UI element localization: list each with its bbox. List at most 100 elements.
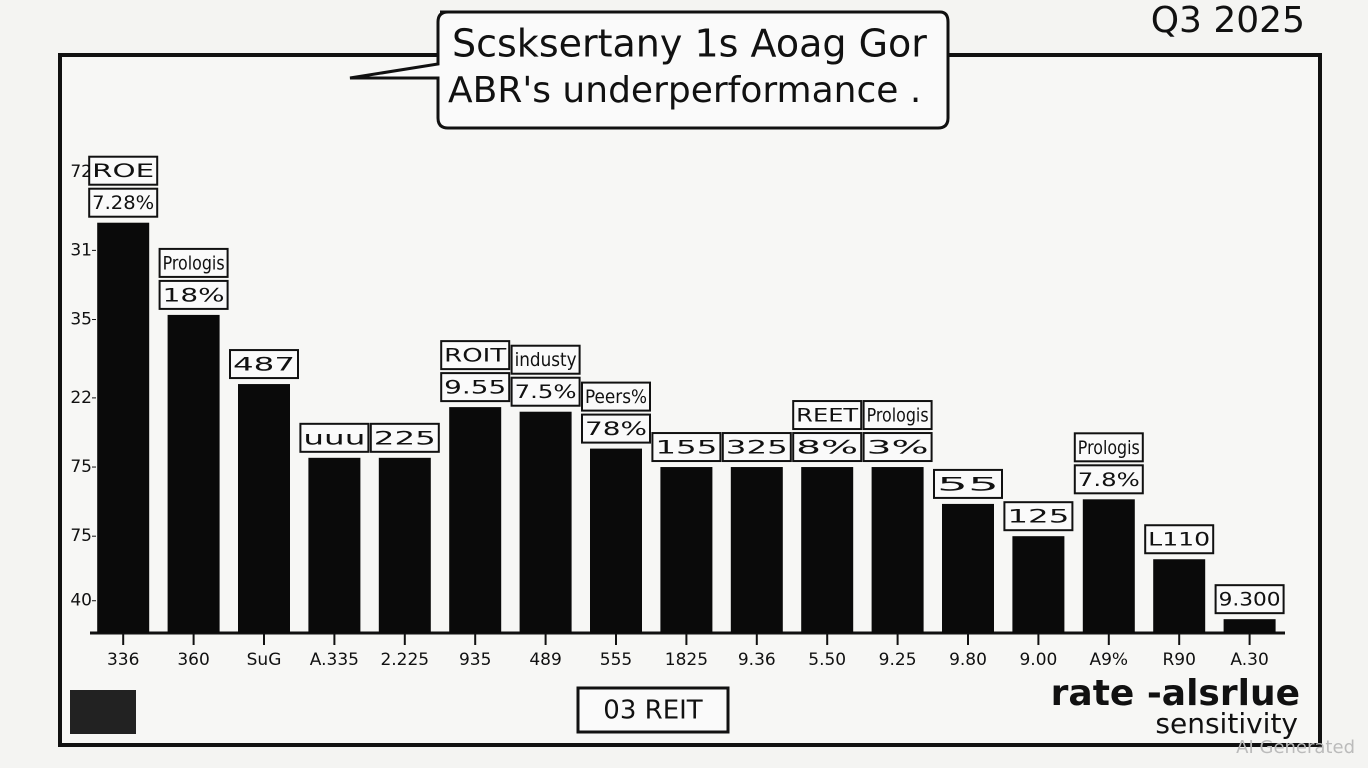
- bar-annotation: 325: [726, 437, 788, 459]
- bar: [942, 503, 994, 633]
- y-tick-label: 31: [70, 240, 92, 260]
- label-box: [933, 468, 1003, 499]
- x-tick-label: 489: [529, 650, 561, 670]
- bar: [590, 448, 642, 633]
- bar: [449, 407, 502, 633]
- label-box: [229, 349, 299, 380]
- bar: [871, 467, 924, 633]
- bar: [308, 457, 361, 633]
- label-box: [88, 187, 159, 218]
- y-tick-label: 72: [70, 162, 92, 182]
- bar-annotation: 3%: [867, 437, 929, 459]
- label-box: [299, 422, 370, 453]
- watermark: AI Generated: [1236, 737, 1355, 758]
- label-box: [510, 344, 581, 375]
- y-tick-label: 22: [70, 388, 92, 408]
- label-box: [158, 279, 229, 310]
- label-box: [721, 432, 792, 463]
- x-tick-label: 9.00: [1019, 650, 1057, 670]
- label-box: [581, 381, 651, 412]
- bar-annotation: 78%: [585, 418, 647, 440]
- bar-annotation: 9.300: [1219, 589, 1281, 611]
- label-box: [158, 247, 229, 278]
- bar-annotation: Prologis: [1078, 437, 1140, 459]
- bar: [1153, 559, 1206, 633]
- bar: [238, 384, 290, 633]
- x-tick-label: A.30: [1230, 650, 1268, 670]
- bar-annotation: 9.55: [444, 377, 506, 399]
- bar-annotation: 7.5%: [515, 381, 577, 403]
- label-box: [651, 432, 722, 463]
- label-box: [1144, 524, 1215, 555]
- x-tick-label: 9.36: [738, 650, 776, 670]
- label-box: [1073, 432, 1144, 463]
- bar: [660, 467, 713, 633]
- label-box: [1003, 501, 1074, 532]
- footer: sensitivity: [1155, 707, 1298, 740]
- bar: [167, 314, 220, 633]
- y-tick-label: 75: [70, 457, 92, 477]
- bar: [1082, 499, 1135, 633]
- bar-annotation: Prologis: [163, 252, 225, 274]
- bar-annotation: 125: [1007, 506, 1069, 528]
- bar-annotation: ROIT: [444, 345, 507, 367]
- period: Q3 2025: [1151, 0, 1305, 41]
- x-tick-label: A9%: [1089, 650, 1128, 670]
- bar-annotation: 55: [937, 473, 999, 495]
- y-tick-label: 40: [70, 591, 92, 611]
- label-box: [1214, 584, 1285, 615]
- y-tick-label: 75: [70, 526, 92, 546]
- label-box: [510, 376, 581, 407]
- label-box: [1073, 464, 1144, 495]
- bar-annotation: REET: [796, 405, 858, 427]
- label-box: [440, 340, 511, 371]
- bar: [519, 411, 572, 633]
- x-tick-label: 2.225: [380, 650, 429, 670]
- bar-annotation: 18%: [163, 284, 225, 306]
- bar: [378, 457, 431, 633]
- x-tick-label: 9.25: [879, 650, 917, 670]
- label-box: [862, 400, 933, 431]
- y-tick-label: 35: [70, 310, 92, 330]
- x-tick-label: 5.50: [808, 650, 846, 670]
- label-box: [88, 155, 159, 186]
- bar-annotation: 8%: [796, 437, 858, 459]
- x-tick-label: 336: [107, 650, 139, 670]
- bar-annotation: Peers%: [585, 386, 647, 408]
- x-tick-label: SuG: [247, 650, 282, 670]
- label-box: [792, 400, 863, 431]
- chart-title: ABR's underperformance .: [448, 70, 921, 111]
- bar: [1223, 619, 1276, 633]
- x-tick-label: R90: [1162, 650, 1195, 670]
- x-tick-label: 935: [459, 650, 491, 670]
- label-box: [862, 432, 933, 463]
- label-box: [369, 422, 440, 453]
- bar-annotation: 7.8%: [1078, 469, 1140, 491]
- x-tick-label: 360: [177, 650, 209, 670]
- x-tick-label: 1825: [665, 650, 708, 670]
- bar-annotation: 155: [655, 437, 717, 459]
- label-box: [581, 413, 651, 444]
- bar-annotation: 7.28%: [92, 192, 154, 214]
- x-label-box: [576, 686, 730, 734]
- x-tick-label: A.335: [310, 650, 359, 670]
- x-tick-label: 9.80: [949, 650, 987, 670]
- bar: [730, 467, 783, 633]
- bar-annotation: 487: [233, 354, 295, 376]
- logo-scribble: [70, 690, 136, 734]
- bar: [97, 222, 150, 633]
- bar: [1012, 536, 1065, 633]
- x-tick-label: 555: [600, 650, 632, 670]
- bar-annotation: industy: [515, 349, 577, 371]
- bar-annotation: L110: [1148, 529, 1210, 551]
- x-axis-label: 03 REIT: [603, 696, 703, 726]
- label-box: [440, 372, 511, 403]
- bar-annotation: ROE: [92, 160, 154, 182]
- label-box: [792, 432, 863, 463]
- bar: [801, 467, 854, 633]
- speech-bubble: [349, 10, 950, 130]
- bar-annotation: 225: [374, 427, 436, 449]
- footer: rate -alsrlue: [1051, 673, 1300, 714]
- chart-title: Scsksertany 1s Aoag Gor: [452, 22, 927, 66]
